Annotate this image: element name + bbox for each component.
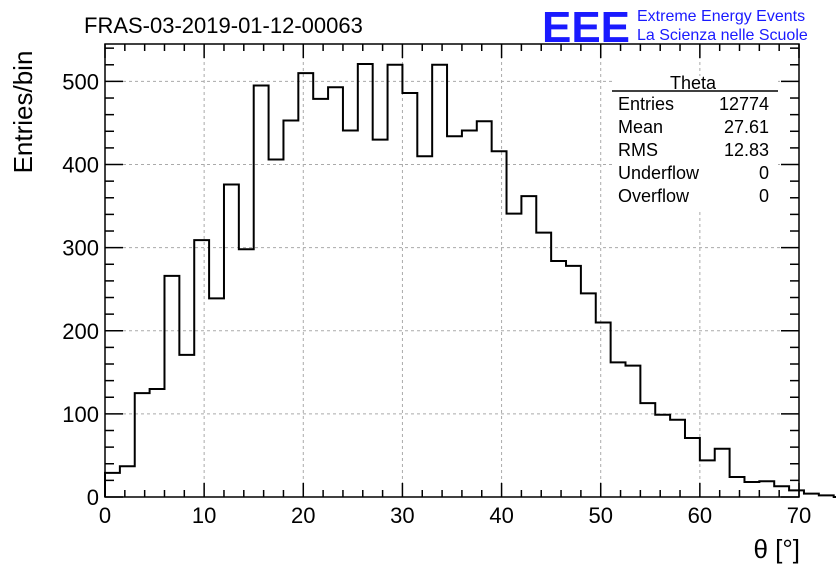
y-tick-labels: 0 100 200 300 400 500 bbox=[62, 69, 99, 510]
x-tick-label: 40 bbox=[489, 503, 513, 528]
x-tick-label: 60 bbox=[688, 503, 712, 528]
x-tick-labels: 0 10 20 30 40 50 60 70 bbox=[99, 503, 811, 528]
plot-frame bbox=[104, 43, 800, 498]
x-axis-label: θ [°] bbox=[753, 534, 800, 564]
y-tick-label: 100 bbox=[62, 402, 99, 427]
stats-row-value: 0 bbox=[759, 163, 769, 183]
x-tick-label: 10 bbox=[192, 503, 216, 528]
y-tick-label: 200 bbox=[62, 319, 99, 344]
stats-row-label: RMS bbox=[618, 140, 658, 160]
chart-title: FRAS-03-2019-01-12-00063 bbox=[84, 13, 363, 38]
axis-ticks bbox=[104, 44, 800, 498]
x-tick-label: 0 bbox=[99, 503, 111, 528]
histogram-outline bbox=[104, 62, 836, 498]
y-tick-label: 400 bbox=[62, 153, 99, 178]
stats-box-title: Theta bbox=[670, 73, 717, 93]
x-tick-label: 30 bbox=[390, 503, 414, 528]
stats-row-label: Entries bbox=[618, 94, 674, 114]
stats-row-value: 12774 bbox=[719, 94, 769, 114]
stats-row-value: 27.61 bbox=[724, 117, 769, 137]
stats-row-value: 0 bbox=[759, 186, 769, 206]
logo-line-2: La Scienza nelle Scuole bbox=[637, 27, 808, 44]
stats-row-label: Mean bbox=[618, 117, 663, 137]
eee-logo-mark: EEE bbox=[542, 3, 630, 52]
x-tick-label: 20 bbox=[291, 503, 315, 528]
y-tick-label: 500 bbox=[62, 69, 99, 94]
stats-row-label: Underflow bbox=[618, 163, 700, 183]
x-tick-label: 70 bbox=[787, 503, 811, 528]
logo-line-1: Extreme Energy Events bbox=[637, 8, 805, 25]
stats-row-value: 12.83 bbox=[724, 140, 769, 160]
x-tick-label: 50 bbox=[588, 503, 612, 528]
stats-row-label: Overflow bbox=[618, 186, 690, 206]
stats-box-background bbox=[612, 76, 778, 212]
y-tick-label: 0 bbox=[87, 485, 99, 510]
y-tick-label: 300 bbox=[62, 236, 99, 261]
y-axis-label: Entries/bin bbox=[8, 51, 38, 174]
stats-box: Theta Entries 12774 Mean 27.61 RMS 12.83 Under… bbox=[612, 73, 778, 212]
